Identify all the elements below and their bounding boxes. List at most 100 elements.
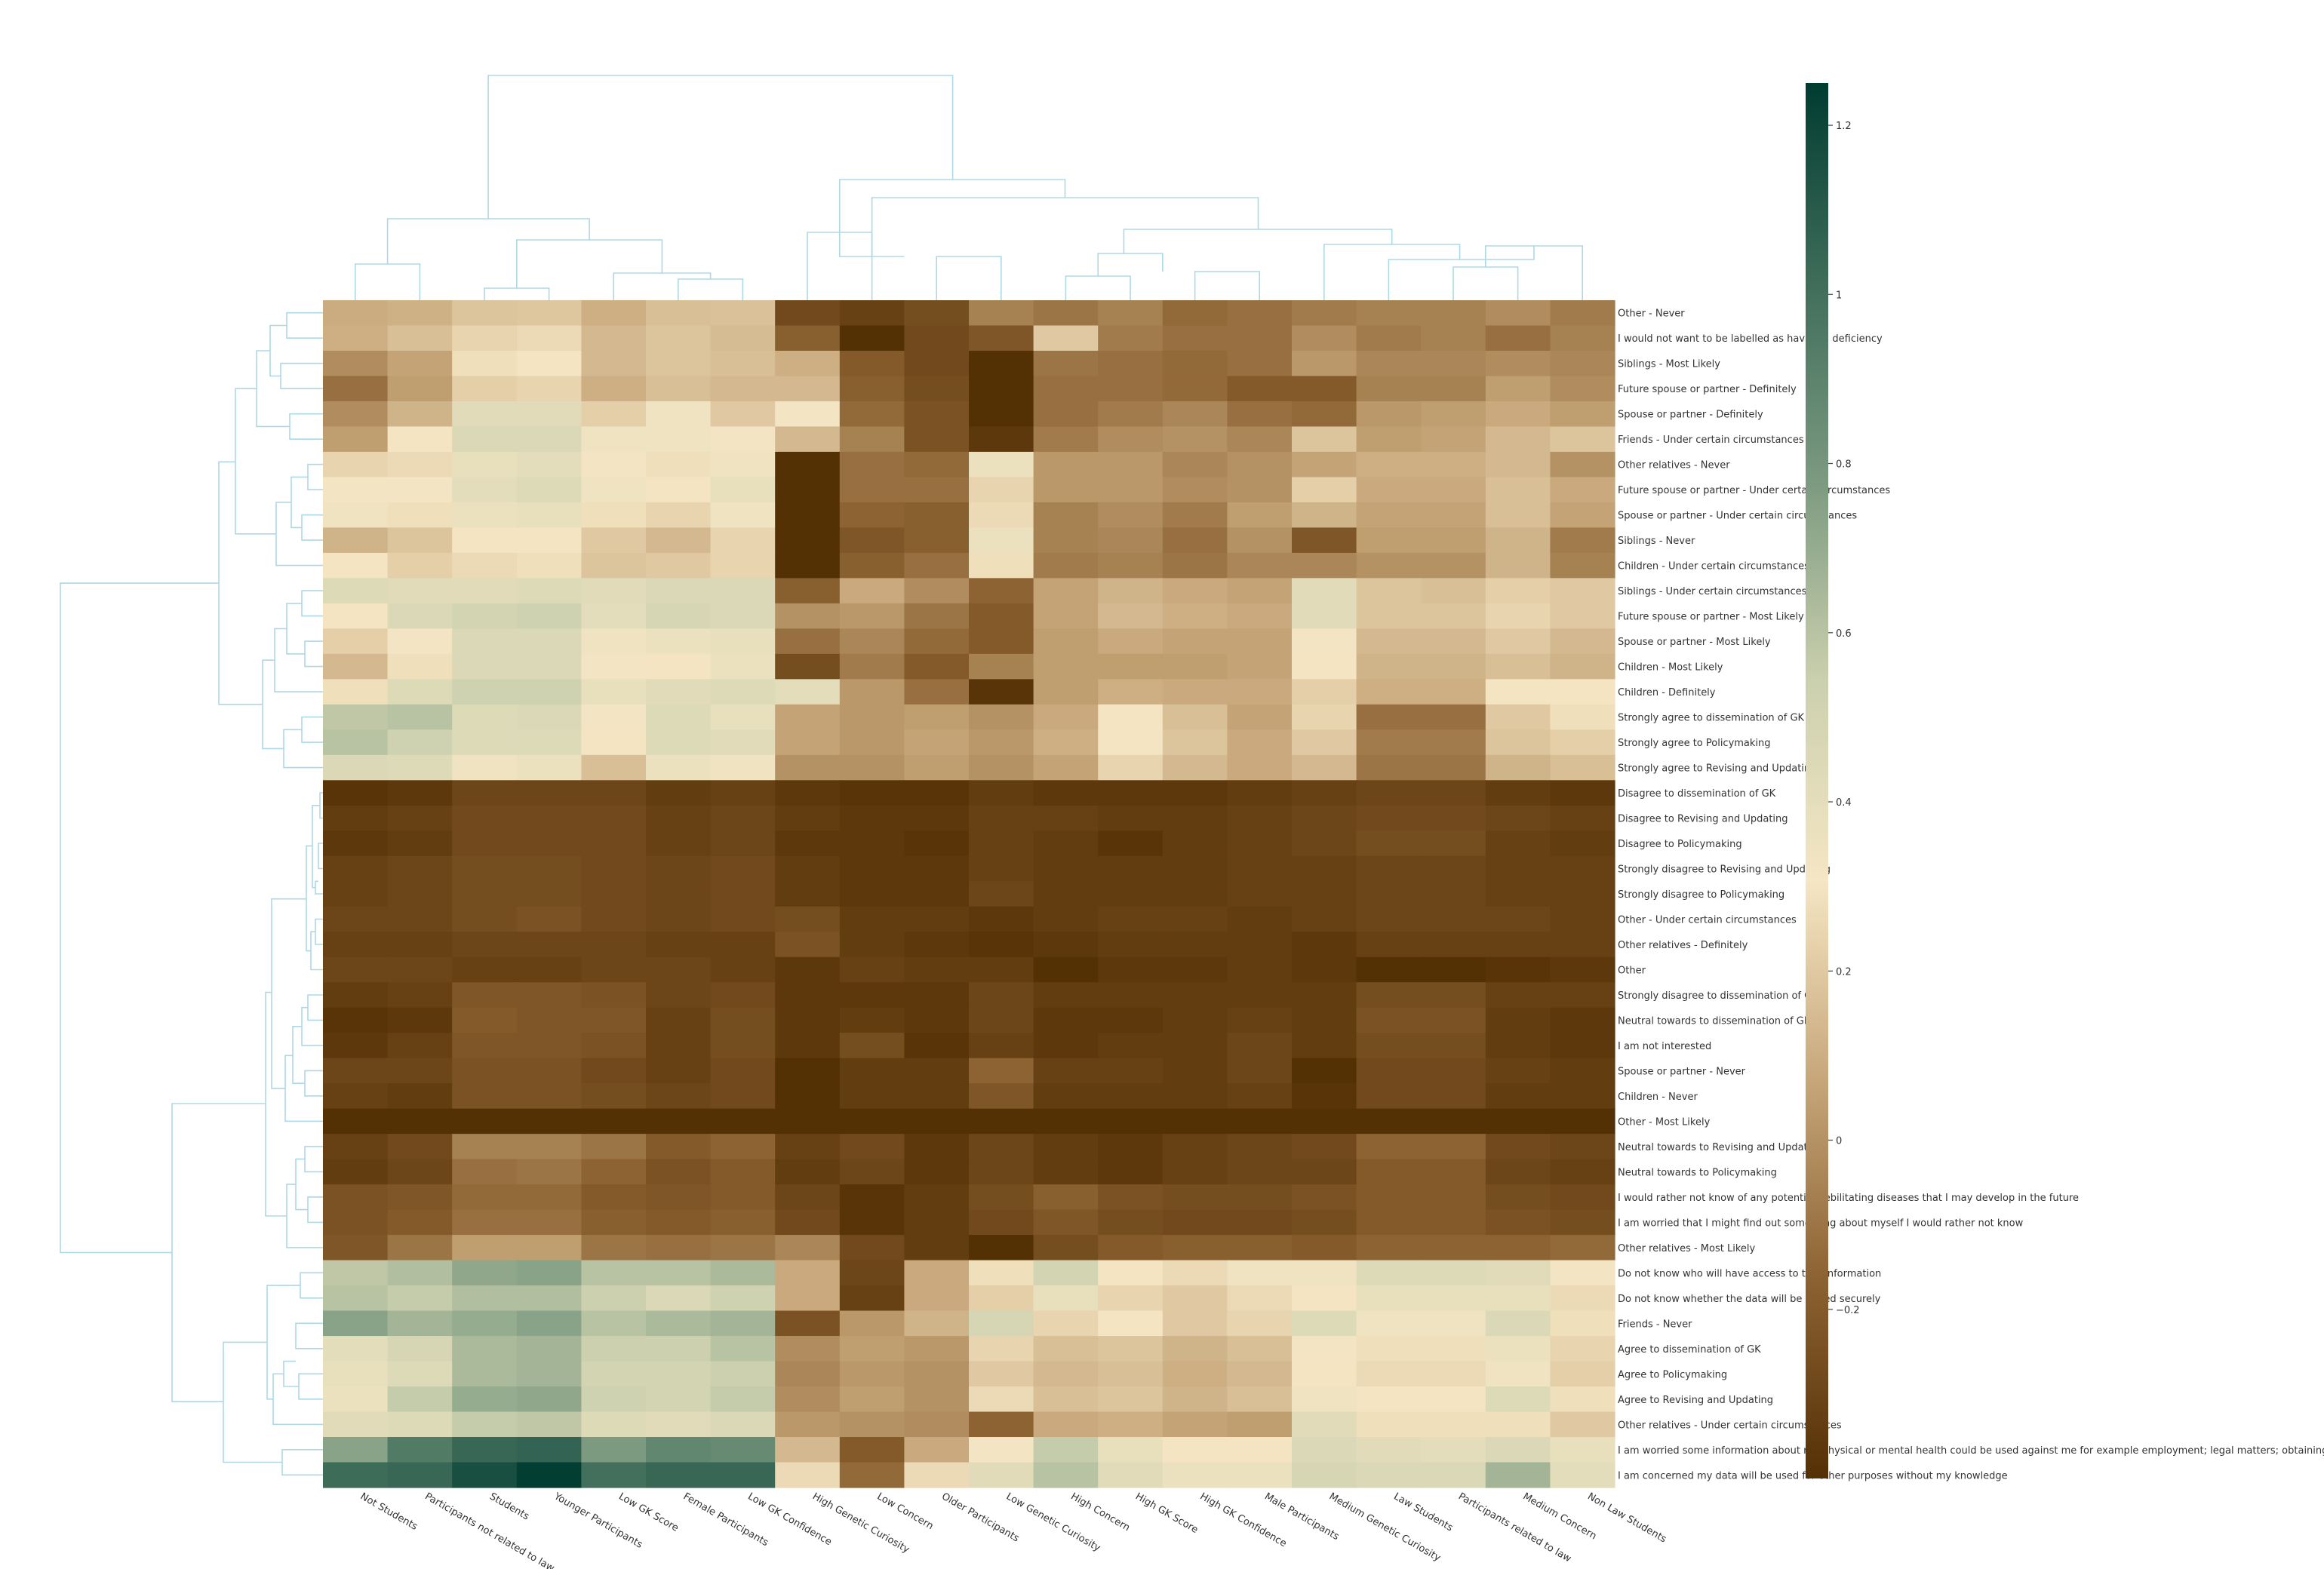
column-label: Participants not related to law bbox=[423, 1491, 556, 1569]
heatmap-cell bbox=[969, 729, 1034, 756]
heatmap-cell bbox=[1227, 350, 1293, 377]
dendrogram-link bbox=[290, 476, 308, 529]
heatmap-cell bbox=[1292, 1108, 1357, 1134]
heatmap-cell bbox=[1162, 704, 1228, 730]
heatmap-cell bbox=[1098, 956, 1164, 983]
heatmap-cell bbox=[581, 603, 647, 629]
heatmap-cell bbox=[1485, 502, 1551, 528]
heatmap-cell bbox=[323, 1033, 389, 1059]
dendrogram-link bbox=[289, 413, 323, 440]
row-label: Spouse or partner - Most Likely bbox=[1618, 637, 1771, 648]
heatmap-cell bbox=[1421, 502, 1486, 528]
heatmap-cell bbox=[1292, 1058, 1357, 1084]
heatmap-cell bbox=[839, 1260, 905, 1286]
heatmap-cell bbox=[1162, 1007, 1228, 1033]
heatmap-cell bbox=[710, 1058, 776, 1084]
heatmap-cell bbox=[1033, 1134, 1099, 1160]
heatmap-cell bbox=[1098, 780, 1164, 806]
heatmap-cell bbox=[1227, 527, 1293, 554]
heatmap-cell bbox=[1292, 1134, 1357, 1160]
heatmap-cell bbox=[1162, 881, 1228, 907]
heatmap-cell bbox=[969, 906, 1034, 932]
heatmap-cell bbox=[904, 906, 970, 932]
heatmap-cell bbox=[1033, 1184, 1099, 1211]
column-label: Low GK Score bbox=[616, 1491, 680, 1534]
heatmap-cell bbox=[969, 451, 1034, 478]
heatmap-cell bbox=[1098, 1108, 1164, 1134]
heatmap-cell bbox=[969, 1007, 1034, 1033]
heatmap-cell bbox=[1485, 1159, 1551, 1185]
heatmap-cell bbox=[1292, 477, 1357, 503]
heatmap-cell bbox=[646, 1386, 712, 1413]
heatmap-cell bbox=[581, 1209, 647, 1236]
heatmap-cell bbox=[1421, 628, 1486, 655]
heatmap-cell bbox=[581, 754, 647, 781]
dendrogram-link bbox=[281, 1449, 323, 1476]
heatmap-cell bbox=[452, 805, 518, 831]
heatmap-cell bbox=[839, 956, 905, 983]
heatmap-cell bbox=[387, 1386, 453, 1413]
heatmap-cell bbox=[839, 754, 905, 781]
heatmap-cell bbox=[969, 1033, 1034, 1059]
heatmap-cell bbox=[775, 527, 841, 554]
dendrogram-link bbox=[235, 388, 276, 535]
heatmap-cell bbox=[1485, 376, 1551, 402]
heatmap-cell bbox=[904, 1108, 970, 1134]
heatmap-cell bbox=[323, 628, 389, 655]
heatmap-cell bbox=[516, 704, 582, 730]
heatmap-cell bbox=[904, 881, 970, 907]
heatmap-cell bbox=[1033, 982, 1099, 1009]
heatmap-cell bbox=[1162, 982, 1228, 1009]
heatmap-cell bbox=[1485, 1083, 1551, 1110]
heatmap-cell bbox=[581, 552, 647, 579]
heatmap-cell bbox=[1550, 1184, 1615, 1211]
row-label: Neutral towards to dissemination of GK bbox=[1618, 1015, 1811, 1027]
heatmap-cell bbox=[904, 1411, 970, 1438]
heatmap-cell bbox=[646, 527, 712, 554]
heatmap-cell bbox=[904, 1184, 970, 1211]
heatmap-cell bbox=[452, 477, 518, 503]
heatmap-cell bbox=[1098, 477, 1164, 503]
heatmap-cell bbox=[646, 628, 712, 655]
heatmap-cell bbox=[839, 527, 905, 554]
heatmap-cell bbox=[969, 325, 1034, 352]
heatmap-cell bbox=[1485, 350, 1551, 377]
heatmap-cell bbox=[839, 704, 905, 730]
heatmap-cell bbox=[581, 1361, 647, 1387]
heatmap-cell bbox=[1550, 1209, 1615, 1236]
heatmap-cell bbox=[1033, 1058, 1099, 1084]
heatmap-cell bbox=[1485, 982, 1551, 1009]
heatmap-cell bbox=[710, 628, 776, 655]
heatmap-cell bbox=[581, 300, 647, 327]
heatmap-cell bbox=[1421, 350, 1486, 377]
heatmap-cell bbox=[1162, 831, 1228, 857]
heatmap-cell bbox=[646, 1058, 712, 1084]
heatmap-cell bbox=[1292, 729, 1357, 756]
heatmap-cell bbox=[516, 376, 582, 402]
heatmap-cell bbox=[969, 1411, 1034, 1438]
heatmap-cell bbox=[452, 350, 518, 377]
heatmap-cell bbox=[1292, 426, 1357, 453]
heatmap-cell bbox=[1421, 780, 1486, 806]
heatmap-cell bbox=[323, 426, 389, 453]
heatmap-cell bbox=[516, 1361, 582, 1387]
dendrogram-link bbox=[318, 843, 323, 870]
heatmap-cell bbox=[516, 1058, 582, 1084]
heatmap-cell bbox=[646, 1462, 712, 1488]
heatmap-cell bbox=[1033, 1285, 1099, 1312]
heatmap-cell bbox=[1162, 1134, 1228, 1160]
heatmap-cell bbox=[1162, 1184, 1228, 1211]
heatmap-cell bbox=[1292, 401, 1357, 428]
heatmap-cell bbox=[1162, 932, 1228, 958]
heatmap-cell bbox=[904, 1386, 970, 1413]
heatmap-cell bbox=[1550, 1462, 1615, 1488]
heatmap-cell bbox=[1162, 956, 1228, 983]
heatmap-cell bbox=[710, 1361, 776, 1387]
row-label: Other relatives - Never bbox=[1618, 460, 1730, 471]
heatmap-cell bbox=[1227, 780, 1293, 806]
heatmap-cell bbox=[1421, 1285, 1486, 1312]
heatmap-cell bbox=[904, 1033, 970, 1059]
heatmap-cell bbox=[1485, 831, 1551, 857]
heatmap-cell bbox=[1292, 1411, 1357, 1438]
heatmap-cell bbox=[581, 1386, 647, 1413]
